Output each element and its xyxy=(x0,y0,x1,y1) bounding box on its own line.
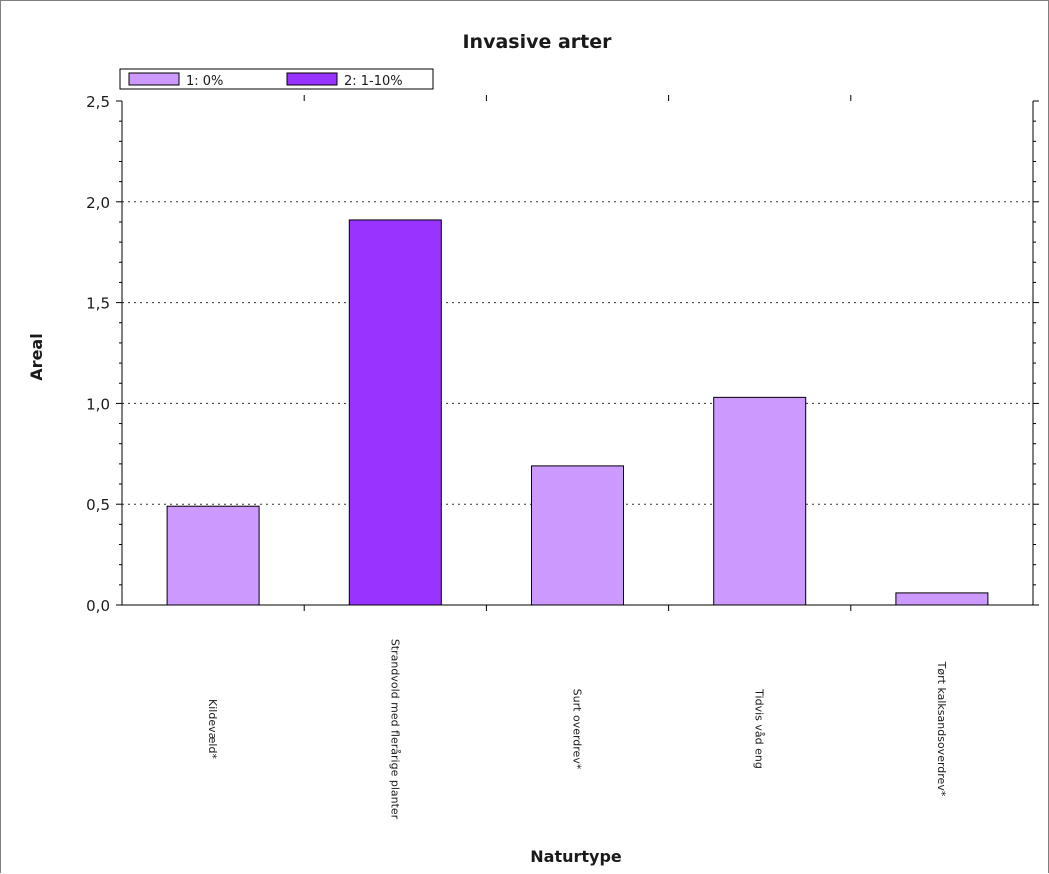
x-tick-labels: Kildevæld* Strandvold med flerårige plant… xyxy=(206,639,948,820)
gridlines xyxy=(122,201,1033,505)
y-tick-label: 1,0 xyxy=(86,395,110,413)
x-tick-label: Surt overdrev* xyxy=(571,689,584,770)
bar xyxy=(713,396,807,606)
legend: 1: 0% 2: 1-10% xyxy=(119,68,434,90)
bar xyxy=(895,592,989,606)
x-axis-title: Naturtype xyxy=(530,847,622,866)
x-tick-label: Kildevæld* xyxy=(206,699,219,759)
y-tick-labels: 0,0 0,5 1,0 1,5 2,0 2,5 xyxy=(86,93,110,615)
legend-box xyxy=(119,68,434,90)
legend-swatch xyxy=(128,72,180,86)
legend-label: 1: 0% xyxy=(186,74,223,89)
x-tick-label: Strandvold med flerårige planter xyxy=(388,639,401,820)
bar xyxy=(348,219,442,606)
axes xyxy=(116,95,1039,611)
y-tick-label: 2,5 xyxy=(86,93,110,111)
y-tick-label: 0,0 xyxy=(86,597,110,615)
x-tick-label: Tidvis våd eng xyxy=(753,688,766,769)
y-axis-title: Areal xyxy=(27,333,46,380)
legend-label: 2: 1-10% xyxy=(344,74,403,89)
bar xyxy=(531,465,624,606)
y-tick-label: 1,5 xyxy=(86,295,110,313)
bar xyxy=(166,505,260,606)
chart-title: Invasive arter xyxy=(462,31,612,53)
legend-swatch xyxy=(286,72,338,86)
x-tick-label: Tørt kalksandsoverdrev* xyxy=(935,661,948,797)
bars xyxy=(166,219,989,606)
y-tick-label: 0,5 xyxy=(86,496,110,514)
y-tick-label: 2,0 xyxy=(86,194,110,212)
